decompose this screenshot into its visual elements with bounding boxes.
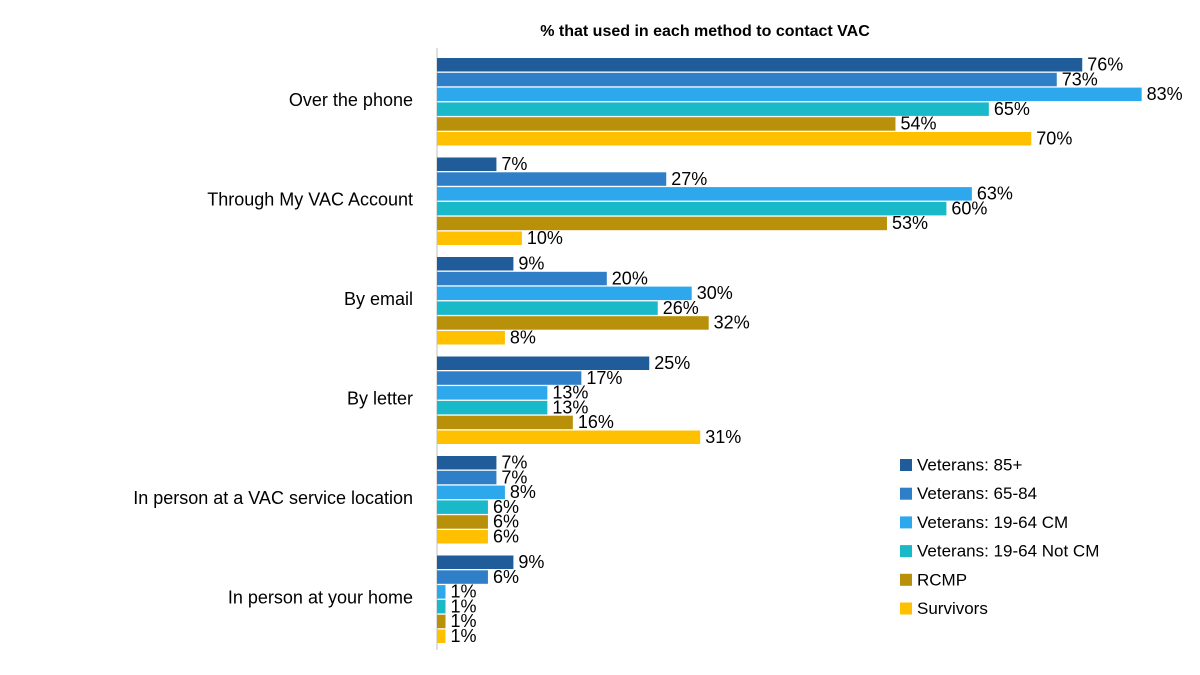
category-label: Through My VAC Account xyxy=(207,190,413,210)
legend-swatch xyxy=(900,459,912,471)
value-label: 60% xyxy=(951,198,987,218)
value-label: 8% xyxy=(510,482,536,502)
bar xyxy=(437,599,446,614)
value-label: 1% xyxy=(450,626,476,646)
value-label: 9% xyxy=(518,552,544,572)
category-label: By letter xyxy=(347,389,413,409)
value-label: 7% xyxy=(501,453,527,473)
bar xyxy=(437,530,488,544)
legend-label: Veterans: 65-84 xyxy=(917,484,1037,503)
value-label: 20% xyxy=(612,268,648,288)
category-label: In person at a VAC service location xyxy=(133,488,413,508)
value-label: 73% xyxy=(1062,69,1098,89)
value-label: 26% xyxy=(663,298,699,318)
bar xyxy=(437,386,548,400)
bar xyxy=(437,187,972,201)
value-label: 30% xyxy=(697,283,733,303)
bar xyxy=(437,58,1083,72)
legend-label: RCMP xyxy=(917,570,967,589)
category-label: In person at your home xyxy=(228,588,413,608)
bar xyxy=(437,231,522,245)
value-label: 7% xyxy=(501,154,527,174)
bar xyxy=(437,485,505,500)
category-label: By email xyxy=(344,289,413,309)
bar xyxy=(437,629,446,643)
value-label: 54% xyxy=(900,114,936,134)
legend-swatch xyxy=(900,602,912,615)
legend-swatch xyxy=(900,516,912,529)
value-label: 8% xyxy=(510,328,536,348)
value-label: 32% xyxy=(714,313,750,333)
value-label: 13% xyxy=(552,383,588,403)
bar xyxy=(437,301,658,315)
value-label: 31% xyxy=(705,427,741,447)
value-label: 6% xyxy=(493,527,519,547)
bar xyxy=(437,72,1057,87)
bar xyxy=(437,500,488,514)
value-label: 6% xyxy=(493,512,519,532)
legend-swatch xyxy=(900,545,912,558)
value-label: 65% xyxy=(994,99,1030,119)
value-label: 76% xyxy=(1087,55,1123,75)
bar xyxy=(437,415,573,430)
bar xyxy=(437,570,488,584)
value-label: 27% xyxy=(671,169,707,189)
bar xyxy=(437,371,582,385)
value-label: 10% xyxy=(527,228,563,248)
bar xyxy=(437,356,650,370)
legend-swatch xyxy=(900,573,912,586)
value-label: 1% xyxy=(450,611,476,631)
bar xyxy=(437,331,505,345)
value-label: 17% xyxy=(586,368,622,388)
legend-swatch xyxy=(900,487,912,500)
bar xyxy=(437,132,1032,146)
value-label: 1% xyxy=(450,596,476,616)
legend-label: Veterans: 85+ xyxy=(917,455,1022,474)
legend-label: Survivors xyxy=(917,599,988,618)
bar xyxy=(437,286,692,301)
legend-label: Veterans: 19-64 Not CM xyxy=(917,542,1099,561)
bar xyxy=(437,216,887,231)
value-label: 63% xyxy=(977,184,1013,204)
value-label: 16% xyxy=(578,412,614,432)
value-label: 25% xyxy=(654,353,690,373)
bar xyxy=(437,456,497,470)
value-label: 13% xyxy=(552,397,588,417)
bar xyxy=(437,201,947,216)
bar xyxy=(437,102,989,116)
value-label: 6% xyxy=(493,497,519,517)
bar xyxy=(437,430,701,444)
value-label: 53% xyxy=(892,213,928,233)
bar xyxy=(437,157,497,171)
bar xyxy=(437,316,709,330)
chart-title: % that used in each method to contact VA… xyxy=(540,23,870,40)
bar xyxy=(437,117,896,131)
value-label: 6% xyxy=(493,567,519,587)
legend-label: Veterans: 19-64 CM xyxy=(917,513,1068,532)
bar xyxy=(437,585,446,599)
value-label: 7% xyxy=(501,467,527,487)
bar xyxy=(437,257,514,271)
value-label: 9% xyxy=(518,254,544,274)
bar xyxy=(437,271,607,286)
value-label: 70% xyxy=(1036,129,1072,149)
bar xyxy=(437,555,514,569)
category-label: Over the phone xyxy=(289,90,413,110)
bar xyxy=(437,400,548,415)
value-label: 83% xyxy=(1147,84,1183,104)
bar xyxy=(437,172,667,186)
value-label: 1% xyxy=(450,582,476,602)
bar xyxy=(437,614,446,629)
bar xyxy=(437,515,488,529)
bar xyxy=(437,470,497,485)
bar xyxy=(437,87,1142,102)
